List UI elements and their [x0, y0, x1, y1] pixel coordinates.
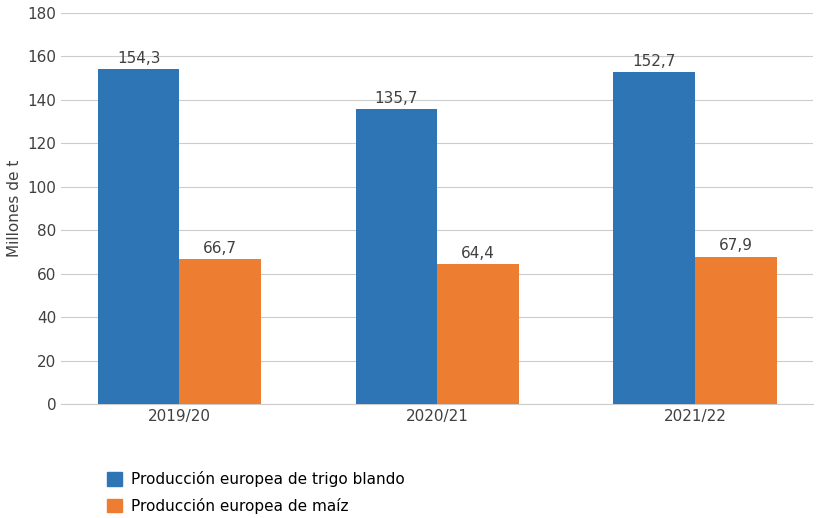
Bar [613, 72, 694, 404]
Bar [694, 256, 776, 404]
Bar [179, 259, 260, 404]
Text: 66,7: 66,7 [203, 241, 237, 256]
Y-axis label: Millones de t: Millones de t [7, 160, 22, 257]
Text: 64,4: 64,4 [460, 246, 495, 261]
Text: 154,3: 154,3 [117, 51, 161, 65]
Bar [97, 69, 179, 404]
Text: 152,7: 152,7 [631, 54, 675, 69]
Text: 67,9: 67,9 [718, 238, 752, 253]
Bar [355, 109, 437, 404]
Text: 135,7: 135,7 [374, 91, 418, 106]
Legend: Producción europea de trigo blando, Producción europea de maíz: Producción europea de trigo blando, Prod… [106, 471, 405, 514]
Bar [437, 264, 518, 404]
